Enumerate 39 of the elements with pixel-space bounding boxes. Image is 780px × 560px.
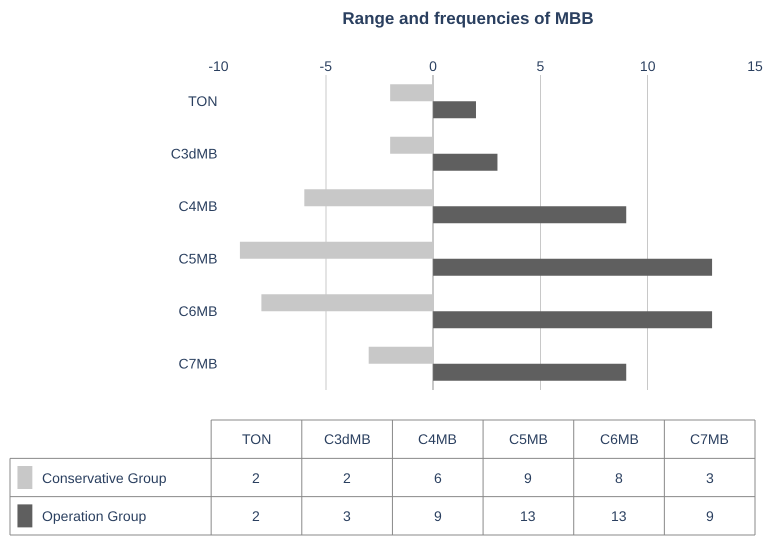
bar — [433, 258, 712, 276]
bar — [433, 364, 626, 381]
y-tick-label: TON — [188, 93, 218, 110]
chart-title: Range and frequencies of MBB — [342, 8, 594, 28]
x-tick-label: 5 — [536, 58, 544, 74]
x-tick-label: 0 — [429, 58, 438, 74]
y-tick-label: C5MB — [178, 250, 218, 267]
y-tick-label: C3dMB — [170, 146, 218, 162]
legend-label: Operation Group — [42, 508, 146, 524]
category-label: TON — [242, 431, 272, 447]
data-label: 3 — [706, 470, 714, 486]
data-label: 6 — [434, 470, 442, 486]
data-label: 8 — [615, 470, 623, 486]
data-label: 3 — [343, 508, 351, 524]
legend-label: Conservative Group — [42, 470, 167, 486]
data-label: 9 — [706, 508, 714, 524]
data-label: 9 — [524, 470, 532, 486]
data-label: 2 — [252, 470, 260, 486]
category-label: C5MB — [509, 431, 548, 447]
data-label: 9 — [434, 508, 442, 524]
category-label: C6MB — [600, 431, 639, 447]
x-tick-label: -10 — [208, 58, 229, 74]
x-tick-label: -5 — [320, 58, 332, 74]
data-label: 13 — [520, 508, 536, 524]
data-label: 2 — [343, 470, 351, 486]
bar — [433, 101, 476, 118]
data-label: 13 — [611, 508, 627, 524]
x-tick-label: 15 — [747, 58, 763, 74]
bar — [433, 311, 712, 328]
bar — [433, 154, 498, 171]
y-tick-label: C6MB — [178, 303, 218, 320]
y-tick-label: C7MB — [178, 356, 218, 372]
x-tick-label: 10 — [640, 58, 656, 74]
category-label: C7MB — [690, 431, 729, 447]
y-tick-label: C4MB — [178, 198, 218, 214]
category-label: C3dMB — [324, 431, 371, 447]
bar — [433, 206, 626, 224]
data-label: 2 — [252, 508, 260, 524]
category-label: C4MB — [418, 431, 457, 447]
